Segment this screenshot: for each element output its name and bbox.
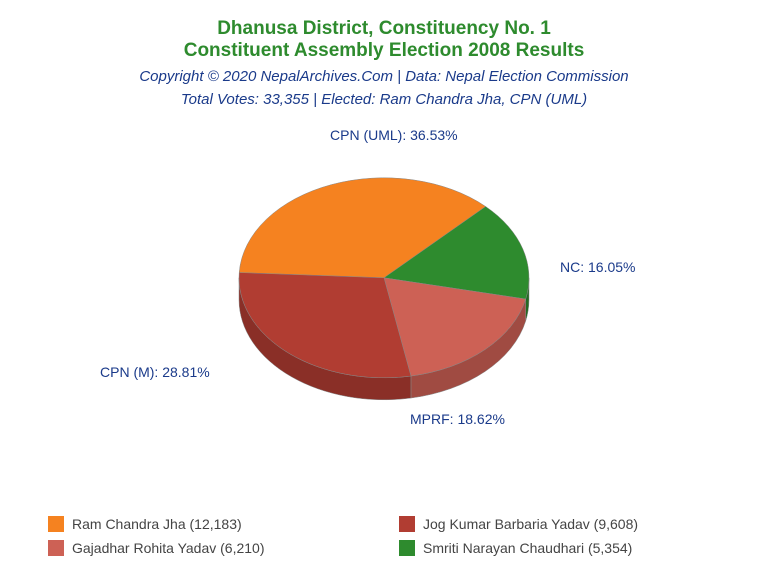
legend-text: Jog Kumar Barbaria Yadav (9,608) <box>423 516 638 532</box>
legend-item: Gajadhar Rohita Yadav (6,210) <box>48 540 369 556</box>
legend-text: Smriti Narayan Chaudhari (5,354) <box>423 540 632 556</box>
slice-label: CPN (UML): 36.53% <box>330 127 458 143</box>
slice-label: NC: 16.05% <box>560 259 635 275</box>
slice-label: CPN (M): 28.81% <box>100 364 210 380</box>
legend-swatch <box>399 540 415 556</box>
legend-swatch <box>48 540 64 556</box>
copyright-text: Copyright © 2020 NepalArchives.Com | Dat… <box>139 68 628 85</box>
legend-swatch <box>48 516 64 532</box>
chart-title-line1: Dhanusa District, Constituency No. 1 <box>217 18 551 40</box>
legend: Ram Chandra Jha (12,183) Jog Kumar Barbar… <box>48 516 720 556</box>
legend-text: Gajadhar Rohita Yadav (6,210) <box>72 540 265 556</box>
chart-container: Dhanusa District, Constituency No. 1 Con… <box>0 0 768 576</box>
slice-label: MPRF: 18.62% <box>410 411 505 427</box>
pie-chart <box>204 148 564 433</box>
chart-title-line2: Constituent Assembly Election 2008 Resul… <box>184 40 585 62</box>
pie-chart-area: CPN (UML): 36.53% NC: 16.05% MPRF: 18.62% C… <box>0 116 768 476</box>
pie-slice <box>239 273 411 378</box>
legend-item: Jog Kumar Barbaria Yadav (9,608) <box>399 516 720 532</box>
stats-text: Total Votes: 33,355 | Elected: Ram Chand… <box>181 91 587 108</box>
legend-item: Smriti Narayan Chaudhari (5,354) <box>399 540 720 556</box>
legend-swatch <box>399 516 415 532</box>
legend-item: Ram Chandra Jha (12,183) <box>48 516 369 532</box>
legend-text: Ram Chandra Jha (12,183) <box>72 516 242 532</box>
